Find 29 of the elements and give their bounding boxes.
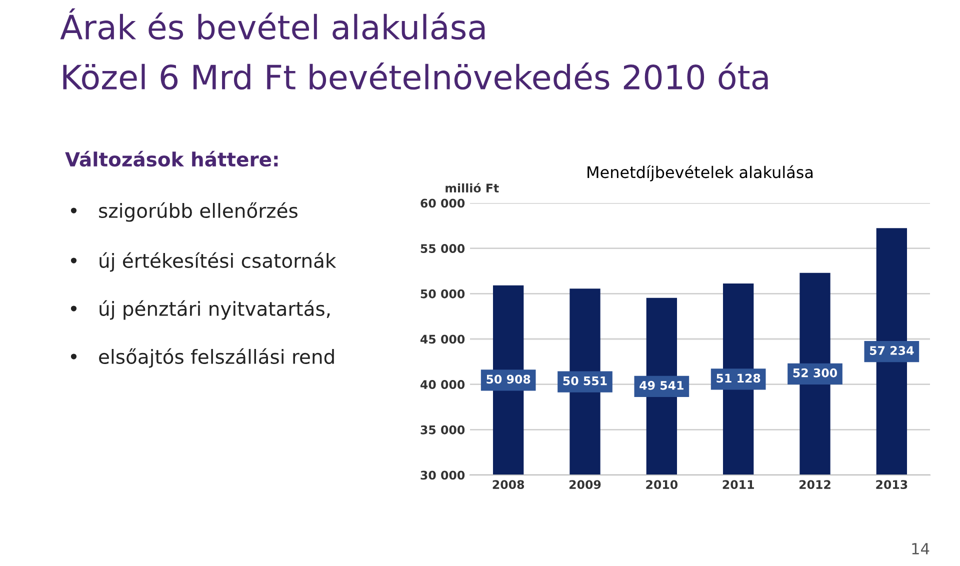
y-tick-label: 40 000 — [420, 380, 465, 389]
text: • elsőajtós felszállási rend — [70, 348, 334, 368]
y-tick-label: 55 000 — [420, 244, 465, 253]
text: Közel 6 Mrd Ft bevételnövekedés 2010 óta — [63, 62, 768, 90]
data-label: 50 908 — [486, 374, 530, 384]
data-label: 57 234 — [870, 346, 914, 355]
data-label: 50 551 — [563, 376, 607, 386]
data-label: 52 300 — [793, 368, 838, 378]
text: • szigorúbb ellenőrzés — [70, 202, 298, 222]
chart-title: Menetdíjbevételek alakulása — [588, 165, 813, 182]
text: Árak és bevétel alakulása — [60, 8, 485, 40]
x-tick-label: 2010 — [646, 480, 678, 489]
text: 14 — [912, 543, 930, 554]
data-label: 49 541 — [640, 380, 684, 390]
y-tick-label: 35 000 — [420, 425, 465, 434]
x-tick-label: 2009 — [570, 480, 601, 489]
y-tick-label: 45 000 — [420, 334, 465, 344]
x-tick-label: 2011 — [722, 480, 754, 489]
text: • új pénztári nyitvatartás, — [70, 300, 330, 320]
data-label: 51 128 — [716, 374, 760, 383]
y-tick-label: 30 000 — [420, 470, 465, 480]
text: Változások háttere: — [65, 150, 278, 167]
x-tick-label: 2013 — [876, 480, 908, 489]
x-tick-label: 2008 — [492, 480, 524, 489]
x-tick-label: 2012 — [800, 480, 830, 489]
text: • új értékesítési csatornák — [70, 252, 336, 272]
y-tick-label: 50 000 — [420, 289, 465, 298]
y-tick-label: 60 000 — [420, 198, 465, 208]
y-axis-title: millió Ft — [446, 182, 499, 193]
